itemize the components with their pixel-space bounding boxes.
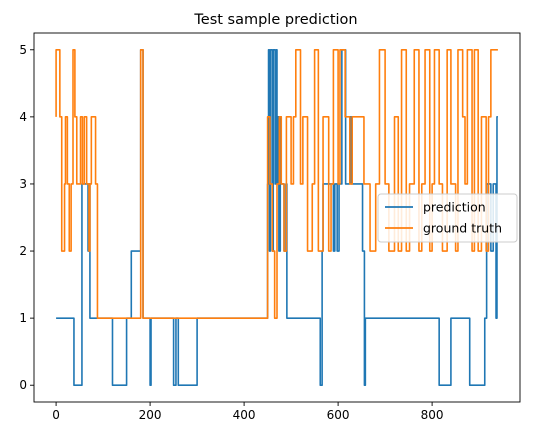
y-tick-label: 2 bbox=[19, 244, 27, 258]
plot-frame bbox=[33, 32, 521, 403]
x-tick-label: 600 bbox=[327, 408, 350, 422]
legend-label: ground truth bbox=[423, 221, 502, 236]
axes-layer: 0 200 400 600 800 0 1 2 3 4 5 bbox=[19, 32, 521, 422]
x-tick-label: 0 bbox=[52, 408, 60, 422]
chart-title: Test sample prediction bbox=[193, 12, 357, 28]
x-tick-label: 200 bbox=[139, 408, 162, 422]
x-tick-label: 800 bbox=[421, 408, 444, 422]
series-line-ground-truth bbox=[55, 48, 498, 319]
y-tick-label: 3 bbox=[19, 177, 27, 191]
legend-box bbox=[377, 193, 518, 243]
series-layer bbox=[55, 48, 498, 387]
legend-label: prediction bbox=[423, 200, 486, 215]
y-tick-label: 4 bbox=[19, 110, 27, 124]
y-tick-label: 1 bbox=[19, 311, 27, 325]
legend: prediction ground truth bbox=[377, 193, 518, 243]
x-tick-label: 400 bbox=[233, 408, 256, 422]
y-tick-label: 0 bbox=[19, 378, 27, 392]
y-tick-label: 5 bbox=[19, 43, 27, 57]
